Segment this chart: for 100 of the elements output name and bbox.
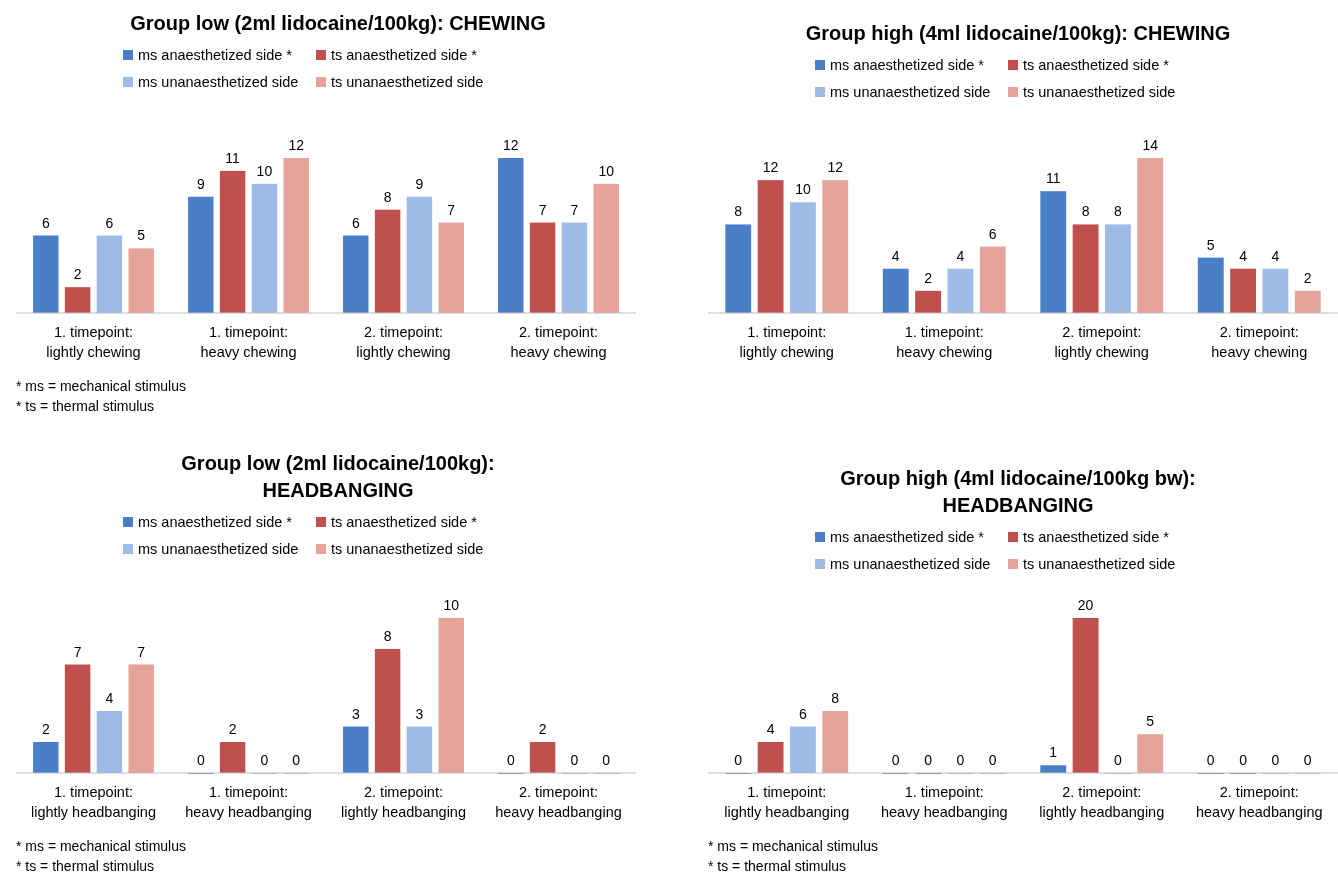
data-label: 8 [831,690,840,706]
data-label: 0 [734,752,743,768]
x-tick-label: 1. timepoint: heavy chewing [896,324,993,360]
data-label: 6 [41,214,50,231]
data-label: 6 [988,225,997,242]
data-label: 2 [924,269,933,286]
data-label: 0 [602,752,611,768]
data-label: 0 [1114,752,1123,768]
x-tick-label: 1. timepoint: lightly chewing [739,324,834,360]
data-label: 3 [415,705,424,722]
legend-label: ts anaesthetized side * [1023,529,1170,545]
data-label: 9 [415,175,424,192]
x-tick-label: 2. timepoint: heavy headbanging [1195,784,1323,820]
x-tick-label: 1. timepoint: lightly chewing [46,324,141,360]
data-label: 7 [73,643,82,660]
data-label: 4 [891,247,900,264]
legend-label: ts unanaesthetized side [331,541,484,557]
data-label: 10 [443,597,460,613]
data-label: 8 [383,188,392,205]
data-label: 0 [891,752,900,768]
text: * ts = thermal stimulus [16,858,155,874]
x-tick-label: 2. timepoint: lightly headbanging [341,784,466,820]
data-label: 11 [1045,170,1061,187]
data-label: 0 [1206,752,1215,768]
data-label: 2 [41,721,50,737]
data-label: 7 [447,201,456,218]
x-tick-label: 2. timepoint: lightly chewing [356,324,451,360]
text: * ms = mechanical stimulus [708,838,879,854]
x-tick-label: 1. timepoint: lightly headbanging [31,784,156,820]
data-label: 5 [137,227,146,244]
legend-label: ts unanaesthetized side [331,74,484,90]
x-tick-label: 2. timepoint: heavy chewing [510,324,607,360]
chart-title: Group high (4ml lidocaine/100kg bw): HEADBANGING [840,467,1196,516]
text: * ts = thermal stimulus [16,398,155,414]
legend-label: ms unanaesthetized side [830,84,991,100]
data-label: 10 [256,162,273,179]
data-label: 12 [827,159,844,176]
data-label: 8 [734,203,743,220]
x-tick-label: 2. timepoint: lightly headbanging [1039,784,1165,820]
data-label: 6 [105,214,114,231]
data-label: 6 [351,214,360,231]
x-tick-label: 2. timepoint: lightly chewing [1054,324,1149,360]
data-label: 2 [538,721,547,737]
data-label: 12 [502,137,519,153]
data-label: 2 [73,266,82,283]
chart-title: Group high (4ml lidocaine/100kg): CHEWING [805,22,1231,44]
data-label: 7 [137,643,146,660]
data-label: 0 [260,752,269,768]
x-tick-label: 1. timepoint: heavy headbanging [880,784,1008,820]
data-label: 4 [1239,247,1248,264]
data-label: 0 [988,752,997,768]
legend-label: ms anaesthetized side * [138,47,293,63]
data-label: 5 [1146,713,1155,730]
data-label: 4 [766,721,775,737]
legend-label: ms unanaesthetized side [138,541,299,557]
legend-label: ts unanaesthetized side [1023,84,1176,100]
data-label: 3 [351,705,360,722]
data-label: 5 [1206,236,1215,253]
chart-title: Group low (2ml lidocaine/100kg): HEADBANGING [181,452,495,501]
legend-label: ms unanaesthetized side [138,74,299,90]
data-label: 4 [105,690,114,706]
data-label: 8 [1081,203,1090,220]
data-label: 0 [924,752,933,768]
data-label: 0 [292,752,301,768]
data-label: 4 [956,247,965,264]
data-label: 0 [1271,752,1280,768]
text: * ts = thermal stimulus [708,858,847,874]
data-label: 11 [225,149,241,166]
data-label: 14 [1142,137,1159,153]
data-label: 0 [506,752,515,768]
data-label: 0 [1303,752,1312,768]
data-label: 0 [956,752,965,768]
data-label: 2 [228,721,237,737]
data-label: 20 [1077,597,1094,613]
legend-label: ts anaesthetized side * [1023,57,1170,73]
data-label: 10 [795,181,811,198]
legend-label: ts unanaesthetized side [1023,556,1176,572]
x-tick-label: 1. timepoint: lightly headbanging [724,784,850,820]
legend-label: ms unanaesthetized side [830,556,991,572]
x-tick-label: 1. timepoint: heavy headbanging [185,784,312,820]
data-label: 8 [1114,203,1123,220]
x-tick-label: 1. timepoint: heavy chewing [200,324,297,360]
data-label: 10 [598,162,615,179]
data-label: 12 [288,137,305,153]
text: * ms = mechanical stimulus [16,838,187,854]
data-label: 8 [383,628,392,644]
x-tick-label: 2. timepoint: heavy headbanging [495,784,622,820]
legend-label: ts anaesthetized side * [331,47,478,63]
data-label: 2 [1303,269,1312,286]
x-tick-label: 2. timepoint: heavy chewing [1211,324,1308,360]
data-label: 0 [196,752,205,768]
data-label: 12 [762,159,779,176]
legend-label: ms anaesthetized side * [830,529,985,545]
data-label: 7 [538,201,547,218]
data-label: 9 [196,175,205,192]
data-label: 0 [570,752,579,768]
legend-label: ms anaesthetized side * [138,514,293,530]
data-label: 1 [1049,744,1058,761]
legend-label: ms anaesthetized side * [830,57,985,73]
text: * ms = mechanical stimulus [16,378,187,394]
